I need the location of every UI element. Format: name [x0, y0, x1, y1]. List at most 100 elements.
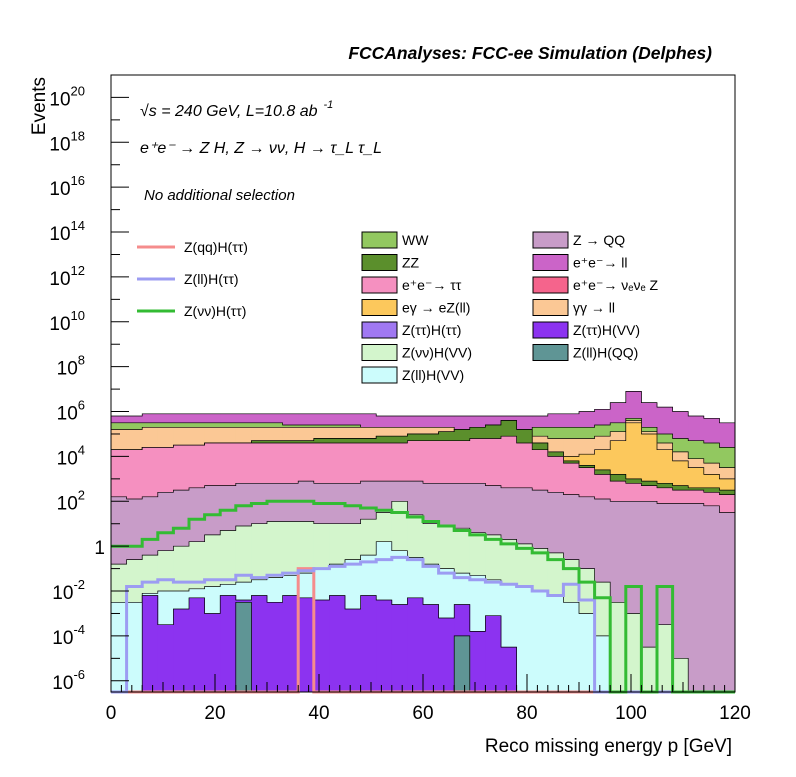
x-axis-label: Reco missing energy p [GeV]: [485, 736, 732, 757]
stack-ztautau-hvv-bar: [157, 624, 174, 692]
legend-bkg-swatch: [361, 231, 398, 249]
stack-zll-hvv-bar: [126, 602, 143, 692]
stack-ee-tautau-outline: [111, 435, 735, 495]
legend-signal-label: Z(ll)H(ττ): [184, 271, 239, 287]
legend-bkg-label: WW: [402, 232, 429, 248]
y-tick-label: 10-4: [52, 622, 85, 649]
legend-bkg-swatch: [532, 254, 569, 271]
legend-signal-label: Z(qq)H(ττ): [184, 239, 248, 255]
x-tick-label: 100: [615, 703, 647, 724]
legend-bkg-label: e⁺e⁻→ ττ: [402, 277, 462, 293]
stack-ztautau-hvv-bar: [298, 597, 315, 692]
stack-ztautau-hvv-bar: [469, 631, 486, 692]
stack-ztautau-hvv-bar: [501, 647, 517, 692]
legend-bkg-swatch: [361, 366, 398, 384]
selection-annotation: No additional selection: [144, 187, 295, 204]
signal-zll-htautau-line: [111, 555, 735, 694]
stack-z-qq-bar: [672, 503, 689, 692]
y-tick-label: 1012: [49, 263, 85, 290]
annotation-block: √s = 240 GeV, L=10.8 ab -1 e⁺e⁻ → Z H, Z …: [140, 99, 382, 204]
legend-bkg-swatch: [532, 321, 569, 339]
stack-zll-hvv-bar: [563, 602, 580, 692]
stack-ztautau-hvv-bar: [267, 602, 283, 692]
y-tick-label: 102: [57, 487, 85, 514]
y-tick-label: 106: [57, 398, 85, 425]
process-annotation: e⁺e⁻ → Z H, Z → νν, H → τ_L τ_L: [140, 140, 382, 157]
y-axis-label: Events: [29, 77, 50, 135]
stack-ztautau-hvv-bar: [485, 615, 502, 692]
x-tick-label: 0: [106, 703, 117, 724]
y-tick-label: 104: [57, 442, 85, 469]
stack-ztautau-hvv-bar: [251, 595, 268, 692]
stack-zll-hvv-bar: [516, 586, 533, 692]
energy-exponent: -1: [324, 99, 334, 111]
y-tick-label: 1020: [49, 83, 85, 110]
stack-znn-hvv-bar: [641, 647, 658, 692]
y-tick-label: 1010: [49, 308, 85, 335]
stack-ztautau-hvv-bar: [282, 595, 299, 692]
stack-z-qq-bar: [688, 503, 705, 692]
legend-bkg-swatch: [361, 276, 398, 294]
stack-ee-ll-outline: [111, 391, 735, 424]
stacked-histogram: [111, 391, 736, 693]
legend-bkg-label: e⁺e⁻→ νₑνₑ Z: [573, 277, 659, 293]
legend-bkg-label: Z → QQ: [573, 232, 625, 248]
x-axis: 0 20 40 60 80 100 120: [106, 674, 751, 724]
stack-z-qq-bar: [719, 512, 736, 692]
x-tick-label: 20: [204, 703, 225, 724]
legend-bkg-label: ZZ: [402, 255, 420, 271]
stack-ztautau-hvv-bar: [189, 597, 205, 692]
y-tick-label: 1: [94, 538, 105, 559]
legend-bkg-swatch: [361, 321, 398, 339]
stack-zll-hvv-bar: [594, 635, 611, 692]
legend-signal-label: Z(νν)H(ττ): [184, 303, 246, 319]
y-tick-label: 10-2: [52, 577, 85, 604]
y-tick-label: 108: [57, 353, 85, 380]
energy-text: √s = 240 GeV, L=10.8 ab: [140, 103, 318, 120]
legend-bkg-label: eγ → eZ(ll): [402, 300, 470, 316]
y-tick-label: 1018: [49, 128, 85, 155]
legend-bkg-label: Z(ττ)H(ττ): [402, 322, 461, 338]
stack-znn-hvv-outline: [111, 500, 735, 693]
y-tick-label: 10-6: [52, 667, 85, 694]
legend-bkg-swatch: [361, 254, 398, 271]
stack-z-qq-bar: [703, 505, 720, 692]
stack-zll-hvv-outline: [111, 541, 735, 693]
legend-bkg-swatch: [532, 276, 569, 294]
stack-z-qq-outline: [111, 480, 735, 513]
legend-bkg-swatch: [361, 344, 398, 361]
legend-bkg-swatch: [361, 299, 398, 316]
stack-ztautau-hvv-bar: [407, 597, 424, 692]
legend-bkg-swatch: [532, 299, 569, 316]
legend-bkg-label: e⁺e⁻→ ll: [573, 255, 627, 271]
stack-zll-hvv-bar: [532, 591, 549, 692]
stack-zll-hvv-bar: [579, 613, 595, 692]
stack-ztautau-hvv-bar: [391, 604, 408, 692]
stack-znn-hvv-bar: [625, 613, 642, 692]
stack-ztautau-hvv-bar: [220, 595, 237, 692]
chart-header: FCCAnalyses: FCC-ee Simulation (Delphes): [348, 43, 712, 63]
stack-ztautau-hvv-bar: [423, 604, 439, 692]
legend: Z(qq)H(ττ) Z(ll)H(ττ) Z(νν)H(ττ) WW ZZ e⁺e⁻→ …: [137, 231, 659, 384]
x-tick-label: 120: [719, 703, 751, 724]
stack-znn-hvv-bar: [610, 602, 627, 692]
stack-ztautau-hvv-bar: [204, 613, 221, 692]
stack-ztautau-hvv-bar: [313, 600, 330, 692]
stack-z-qq-bar: [641, 501, 658, 692]
stack-znn-hvv-bar: [657, 624, 673, 692]
stack-ztautau-hvv-bar: [173, 608, 190, 692]
legend-bkg-label: Z(νν)H(VV): [402, 345, 472, 361]
stack-ztautau-hvv-bar: [345, 608, 361, 692]
x-tick-label: 40: [308, 703, 329, 724]
y-tick-label: 1014: [49, 218, 85, 245]
axes: 0 20 40 60 80 100 1201020101810161014101210101…: [49, 83, 750, 724]
stack-zll-hqq-bar: [454, 635, 471, 692]
stack-ztautau-hvv-bar: [376, 600, 393, 692]
stack-zll-hqq-bar: [235, 602, 252, 692]
legend-bkg-swatch: [532, 231, 569, 249]
stack-zll-hvv-bar: [547, 595, 564, 692]
stack-ztautau-hvv-bar: [438, 617, 455, 692]
legend-bkg-label: γγ → ll: [573, 300, 615, 316]
x-tick-label: 60: [412, 703, 433, 724]
